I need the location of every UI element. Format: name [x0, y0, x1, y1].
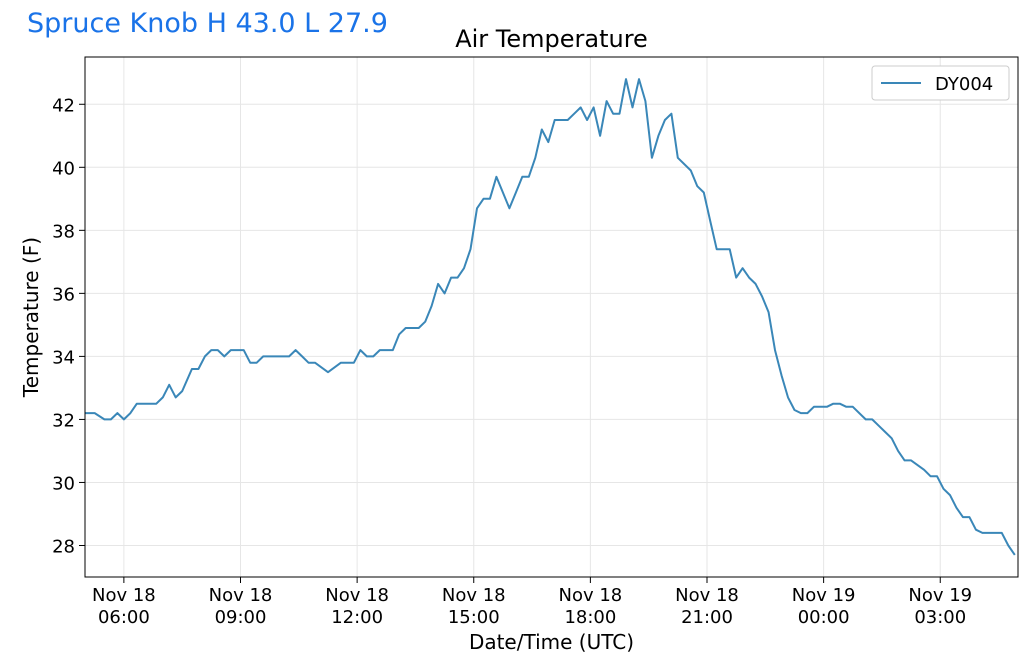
- x-tick-label-time: 18:00: [564, 607, 616, 628]
- station-summary-title: Spruce Knob H 43.0 L 27.9: [27, 8, 388, 39]
- x-tick-label-date: Nov 18: [92, 585, 156, 606]
- x-tick-label-time: 09:00: [215, 607, 267, 628]
- y-tick-label: 40: [52, 158, 75, 179]
- series-line-dy004: [85, 78, 1016, 556]
- y-tick-label: 28: [52, 536, 75, 557]
- y-axis-label: Temperature (F): [19, 237, 43, 398]
- x-tick-label-date: Nov 18: [325, 585, 389, 606]
- x-tick-label-date: Nov 18: [209, 585, 273, 606]
- grid-lines: [85, 57, 1018, 577]
- x-tick-label-date: Nov 19: [792, 585, 856, 606]
- y-tick-label: 30: [52, 473, 75, 494]
- x-tick-label-time: 00:00: [798, 607, 850, 628]
- y-tick-label: 42: [52, 95, 75, 116]
- legend-box: [871, 65, 1010, 101]
- x-tick-label-time: 15:00: [448, 607, 500, 628]
- x-tick-label-time: 12:00: [331, 607, 383, 628]
- x-tick-label-time: 21:00: [681, 607, 733, 628]
- x-tick-label-date: Nov 18: [675, 585, 739, 606]
- x-tick-label-time: 06:00: [98, 607, 150, 628]
- chart-legend: DY004: [871, 65, 1010, 101]
- plot-frame: [84, 56, 1019, 578]
- x-tick-label-time: 03:00: [914, 607, 966, 628]
- y-tick-label: 36: [52, 284, 75, 305]
- x-tick-label-date: Nov 18: [558, 585, 622, 606]
- y-tick-label: 38: [52, 221, 75, 242]
- x-axis-label: Date/Time (UTC): [469, 630, 634, 654]
- x-tick-label-date: Nov 18: [442, 585, 506, 606]
- y-tick-label: 32: [52, 410, 75, 431]
- y-tick-label: 34: [52, 347, 75, 368]
- series-layer: [85, 78, 1016, 556]
- x-tick-label-date: Nov 19: [908, 585, 972, 606]
- legend-label-dy004: DY004: [935, 74, 993, 95]
- chart-title: Air Temperature: [455, 25, 648, 53]
